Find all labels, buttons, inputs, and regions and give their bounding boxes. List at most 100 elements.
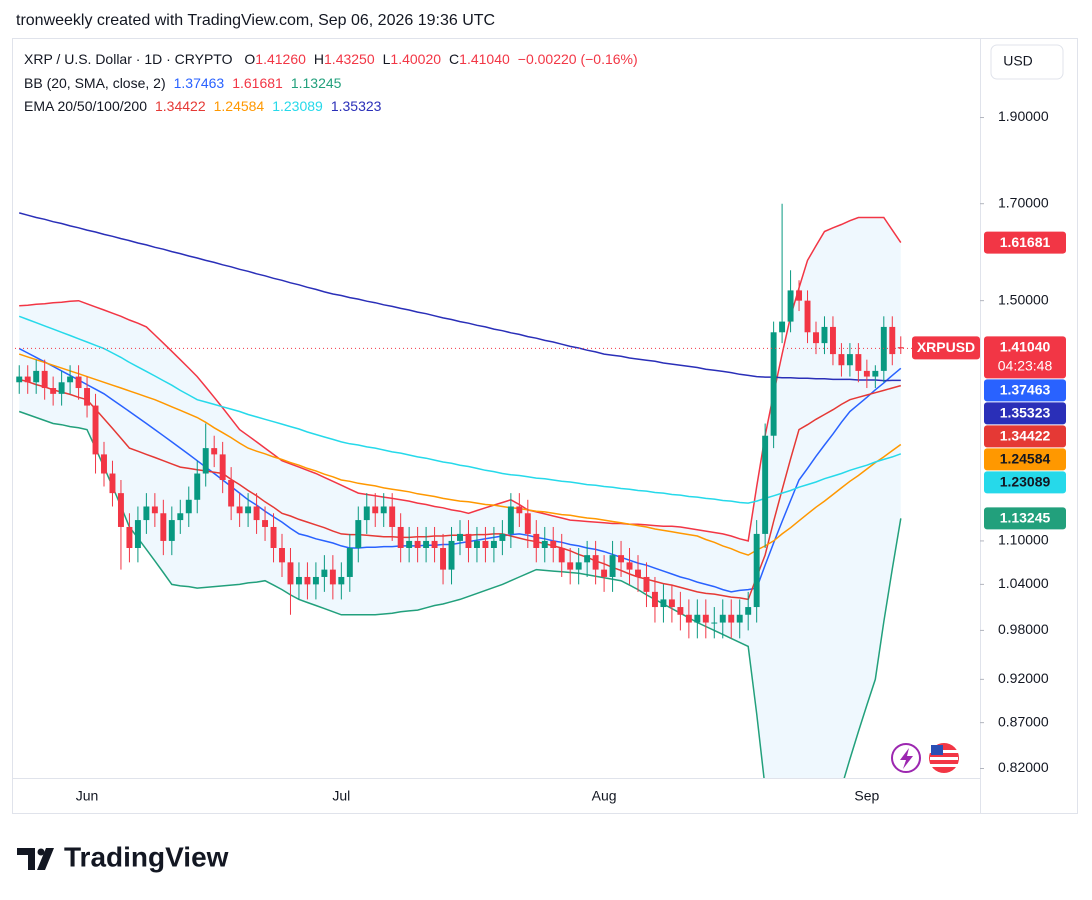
candle-body: [635, 569, 641, 577]
candle-body: [651, 591, 658, 608]
candle-body: [762, 435, 769, 534]
logo-mark: [37, 848, 54, 870]
legend: XRP / U.S. Dollar · 1D · CRYPTO O1.41260…: [24, 48, 638, 119]
chart-frame: [12, 38, 1078, 814]
x-tick-label: Sep: [854, 788, 879, 804]
candle-body: [618, 555, 625, 563]
candle-body: [643, 576, 650, 592]
candle-body: [168, 520, 175, 541]
footer-logo: TradingView: [17, 841, 229, 872]
candle-body: [219, 454, 226, 481]
indicator-line: [18, 315, 902, 504]
currency: USD: [1003, 53, 1033, 69]
lightning-glyph: [900, 748, 913, 769]
candle-body: [516, 506, 523, 514]
candle-body: [821, 326, 828, 344]
y-tick-label: 1.10000: [998, 532, 1049, 548]
indicator-value: 1.24584: [213, 98, 265, 114]
corner-icons: [891, 743, 959, 773]
candle-body: [109, 473, 116, 494]
candle-body: [796, 290, 803, 301]
y-tick-label: 1.50000: [998, 291, 1049, 307]
candle-body: [75, 376, 82, 389]
indicator-value: 1.23089: [272, 98, 323, 114]
indicator-label: EMA 20/50/100/200: [24, 98, 147, 114]
y-tick-label: 1.90000: [998, 108, 1049, 124]
price-badge: [984, 379, 1066, 402]
candle-body: [728, 614, 735, 623]
indicator-line: [19, 212, 901, 382]
y-tick-label: 1.04000: [998, 575, 1049, 591]
brand: TradingView: [64, 841, 229, 872]
legend-row: BB (20, SMA, close, 2) 1.37463 1.61681 1.13…: [24, 72, 638, 96]
candle-body: [194, 473, 201, 500]
candle-body: [41, 370, 48, 389]
candle-body: [550, 540, 557, 549]
candle-body: [457, 533, 463, 541]
ohlc-value: 1.40020: [390, 51, 442, 67]
indicator-value: 1.61681: [232, 74, 283, 91]
candle-body: [745, 607, 752, 615]
candle-body: [262, 520, 269, 527]
candle-body: [279, 548, 285, 563]
price-badge-label: 1.41040: [1000, 339, 1051, 355]
indicator-value: 1.37463: [173, 74, 225, 91]
y-tick-label: 0.87000: [998, 713, 1049, 729]
candle-body: [719, 614, 726, 623]
legend-row: EMA 20/50/100/200 1.34422 1.24584 1.23089 1.…: [24, 95, 638, 119]
symbol-badge: [912, 336, 980, 360]
candle-body: [58, 382, 65, 394]
candle-body: [558, 548, 565, 563]
ohlc-value: 1.41040: [459, 51, 510, 67]
candle-body: [507, 506, 514, 534]
currency-button[interactable]: [990, 44, 1064, 80]
candle-body: [202, 448, 209, 474]
candle-body: [329, 569, 336, 585]
candle-body: [134, 520, 141, 549]
candle-body: [245, 506, 252, 514]
axes: 1.90000 1.70000 1.50000 1.10000 1.04000 0.980…: [76, 108, 1066, 804]
ohlc-value: 1.41260: [255, 51, 306, 67]
candle-body: [338, 576, 345, 585]
countdown: 04:23:48: [998, 358, 1053, 374]
ohlc-value: 1.43250: [324, 51, 375, 67]
candle-body: [813, 332, 819, 344]
flag-stripe: [930, 750, 958, 753]
y-tick-label: 0.92000: [998, 670, 1049, 686]
price-badge: [984, 425, 1066, 448]
candle-body: [431, 540, 438, 549]
candle-body: [601, 569, 608, 577]
attribution: tronweekly created with TradingView.com,…: [16, 12, 495, 29]
candle-body: [880, 326, 887, 371]
candle-body: [126, 526, 133, 549]
candle-body: [660, 599, 667, 608]
candle-body: [482, 540, 489, 549]
candle-body: [24, 376, 31, 383]
candle-body: [626, 562, 633, 570]
candle-body: [389, 506, 396, 527]
candle-body: [855, 354, 862, 371]
candle-body: [846, 354, 853, 366]
price-badge: [984, 231, 1066, 254]
candle-body: [770, 332, 777, 436]
candle-body: [355, 520, 362, 549]
candle-body: [372, 506, 379, 514]
symbol: XRP / U.S. Dollar · 1D · CRYPTO: [24, 51, 233, 67]
flag-stripe: [930, 757, 958, 760]
symbol-badge-label: XRPUSD: [917, 339, 975, 355]
ohlc-key: C: [449, 51, 460, 67]
x-tick-label: Jun: [76, 788, 99, 804]
candle-body: [312, 576, 319, 585]
candle-body: [143, 506, 150, 521]
candle-body: [440, 548, 447, 570]
candle-body: [236, 506, 243, 514]
candle-body: [414, 540, 421, 549]
price-badge-label: 1.24584: [1000, 451, 1051, 467]
candle-body: [711, 622, 718, 624]
candle-body: [304, 576, 311, 585]
price-badge: [984, 402, 1066, 425]
candle-body: [406, 540, 413, 549]
candle-body: [473, 540, 480, 549]
ohlc-key: L: [382, 51, 391, 67]
candle-body: [524, 513, 531, 534]
